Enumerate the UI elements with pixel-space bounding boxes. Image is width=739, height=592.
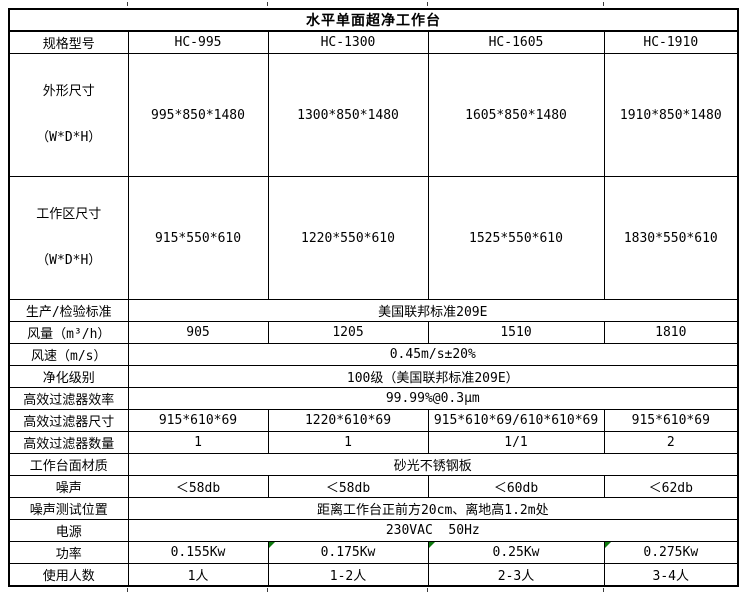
cell-work-dim-1: 915*550*610 (127, 176, 269, 300)
row-airflow: 风量（m³/h） 905 1205 1510 1810 (8, 321, 739, 344)
cell-clean-class: 100级（美国联邦标准209E） (127, 365, 739, 388)
cell-outer-dim-4: 1910*850*1480 (603, 53, 739, 177)
cell-work-dim-4: 1830*550*610 (603, 176, 739, 300)
row-model: 规格型号 HC-995 HC-1300 HC-1605 HC-1910 (8, 30, 739, 54)
row-label-subtext: （W*D*H） (36, 130, 102, 145)
cell-outer-dim-2: 1300*850*1480 (267, 53, 429, 177)
cell-power-3-text: 0.25Kw (492, 545, 540, 560)
cell-velocity: 0.45m/s±20% (127, 343, 739, 366)
row-power: 功率 0.155Kw 0.175Kw 0.25Kw 0.275Kw (8, 541, 739, 564)
spec-sheet: 水平单面超净工作台 规格型号 HC-995 HC-1300 HC-1605 HC… (8, 2, 739, 592)
row-filter-eff: 高效过滤器效率 99.99%@0.3μm (8, 387, 739, 410)
cell-power-2-text: 0.175Kw (320, 545, 376, 560)
row-work-dim: 工作区尺寸 （W*D*H） 915*550*610 1220*550*610 1… (8, 176, 739, 300)
cell-work-dim-3: 1525*550*610 (427, 176, 605, 300)
cell-filter-qty-3: 1/1 (427, 431, 605, 454)
cell-power-3: 0.25Kw (427, 541, 605, 564)
cell-filter-size-4: 915*610*69 (603, 409, 739, 432)
cell-noise-1: ＜58db (127, 475, 269, 498)
cell-model-2: HC-1300 (267, 30, 429, 54)
cell-users-1: 1人 (127, 563, 269, 587)
row-users: 使用人数 1人 1-2人 2-3人 3-4人 (8, 563, 739, 587)
page-title: 水平单面超净工作台 (8, 8, 739, 32)
cell-noise-2: ＜58db (267, 475, 429, 498)
spec-table: 水平单面超净工作台 规格型号 HC-995 HC-1300 HC-1605 HC… (8, 8, 739, 587)
cell-outer-dim-1: 995*850*1480 (127, 53, 269, 177)
row-worktop: 工作台面材质 砂光不锈钢板 (8, 453, 739, 476)
cell-noise-pos: 距离工作台正前方20cm、离地高1.2m处 (127, 497, 739, 520)
row-label-outer-dim: 外形尺寸 （W*D*H） (8, 53, 129, 177)
cell-noise-4: ＜62db (603, 475, 739, 498)
row-noise: 噪声 ＜58db ＜58db ＜60db ＜62db (8, 475, 739, 498)
cell-model-3: HC-1605 (427, 30, 605, 54)
gridline-stub (427, 588, 428, 592)
green-corner-flag-icon (605, 542, 611, 548)
cell-filter-qty-4: 2 (603, 431, 739, 454)
cell-airflow-2: 1205 (267, 321, 429, 344)
cell-airflow-4: 1810 (603, 321, 739, 344)
gridline-stub (603, 588, 604, 592)
row-label-users: 使用人数 (8, 563, 129, 587)
row-label-noise-pos: 噪声测试位置 (8, 497, 129, 520)
cell-model-4: HC-1910 (603, 30, 739, 54)
row-label-noise: 噪声 (8, 475, 129, 498)
row-label-clean-class: 净化级别 (8, 365, 129, 388)
cell-model-1: HC-995 (127, 30, 269, 54)
row-label-model: 规格型号 (8, 30, 129, 54)
cell-users-4: 3-4人 (603, 563, 739, 587)
row-label-subtext: （W*D*H） (36, 253, 102, 268)
cell-power-1: 0.155Kw (127, 541, 269, 564)
cell-power-supply: 230VAC 50Hz (127, 519, 739, 542)
row-outer-dim: 外形尺寸 （W*D*H） 995*850*1480 1300*850*1480 … (8, 53, 739, 177)
cell-filter-size-3: 915*610*69/610*610*69 (427, 409, 605, 432)
cell-users-3: 2-3人 (427, 563, 605, 587)
cell-airflow-3: 1510 (427, 321, 605, 344)
gridline-stub (267, 588, 268, 592)
cell-filter-size-1: 915*610*69 (127, 409, 269, 432)
cell-airflow-1: 905 (127, 321, 269, 344)
row-label-power: 功率 (8, 541, 129, 564)
cell-filter-qty-1: 1 (127, 431, 269, 454)
row-label-standard: 生产/检验标准 (8, 299, 129, 322)
gridline-stub (127, 588, 128, 592)
cell-standard: 美国联邦标准209E (127, 299, 739, 322)
row-noise-pos: 噪声测试位置 距离工作台正前方20cm、离地高1.2m处 (8, 497, 739, 520)
row-label-airflow: 风量（m³/h） (8, 321, 129, 344)
row-label-filter-qty: 高效过滤器数量 (8, 431, 129, 454)
row-standard: 生产/检验标准 美国联邦标准209E (8, 299, 739, 322)
cell-noise-3: ＜60db (427, 475, 605, 498)
green-corner-flag-icon (269, 542, 275, 548)
gridline-stub (427, 2, 428, 6)
gridline-stub (127, 2, 128, 6)
row-label-text: 工作区尺寸 (36, 207, 102, 222)
row-label-work-dim: 工作区尺寸 （W*D*H） (8, 176, 129, 300)
gridline-stub (267, 2, 268, 6)
row-label-velocity: 风速（m/s） (8, 343, 129, 366)
cell-filter-eff: 99.99%@0.3μm (127, 387, 739, 410)
cell-filter-size-2: 1220*610*69 (267, 409, 429, 432)
row-filter-qty: 高效过滤器数量 1 1 1/1 2 (8, 431, 739, 454)
row-label-filter-eff: 高效过滤器效率 (8, 387, 129, 410)
row-filter-size: 高效过滤器尺寸 915*610*69 1220*610*69 915*610*6… (8, 409, 739, 432)
cell-power-2: 0.175Kw (267, 541, 429, 564)
cell-filter-qty-2: 1 (267, 431, 429, 454)
title-row: 水平单面超净工作台 (8, 8, 739, 32)
row-label-filter-size: 高效过滤器尺寸 (8, 409, 129, 432)
cell-work-dim-2: 1220*550*610 (267, 176, 429, 300)
row-clean-class: 净化级别 100级（美国联邦标准209E） (8, 365, 739, 388)
row-label-worktop: 工作台面材质 (8, 453, 129, 476)
cell-power-4-text: 0.275Kw (643, 545, 699, 560)
row-power-supply: 电源 230VAC 50Hz (8, 519, 739, 542)
cell-users-2: 1-2人 (267, 563, 429, 587)
cell-power-4: 0.275Kw (603, 541, 739, 564)
row-velocity: 风速（m/s） 0.45m/s±20% (8, 343, 739, 366)
row-label-text: 外形尺寸 (42, 84, 95, 99)
gridline-stub (603, 2, 604, 6)
cell-outer-dim-3: 1605*850*1480 (427, 53, 605, 177)
green-corner-flag-icon (429, 542, 435, 548)
row-label-power-supply: 电源 (8, 519, 129, 542)
cell-worktop: 砂光不锈钢板 (127, 453, 739, 476)
